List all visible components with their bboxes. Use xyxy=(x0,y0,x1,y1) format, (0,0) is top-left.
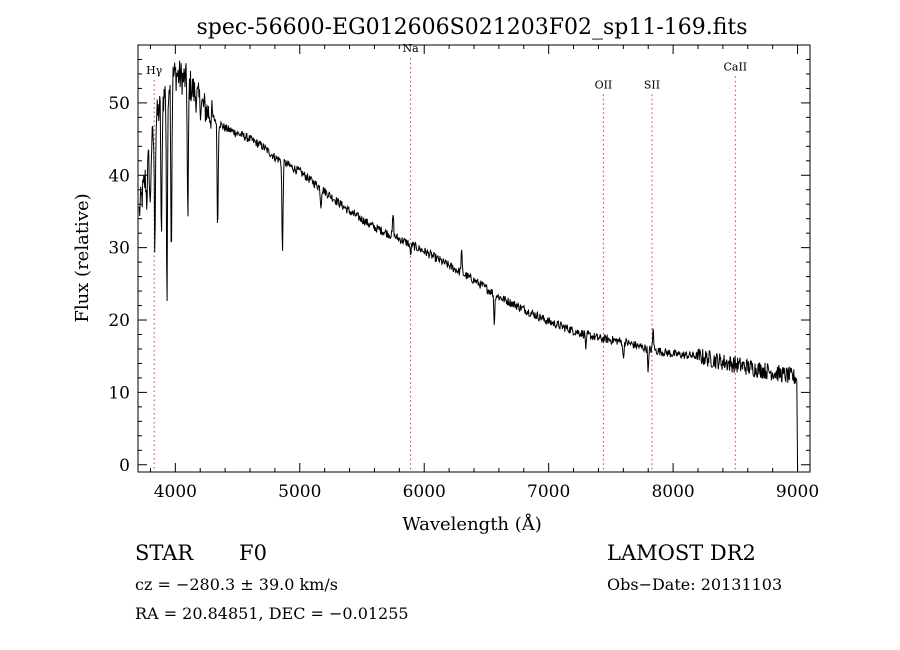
x-tick-label: 6000 xyxy=(403,482,446,502)
line-marker-label: Hγ xyxy=(146,64,163,77)
coordinates: RA = 20.84851, DEC = −0.01255 xyxy=(135,604,409,623)
y-tick-label: 50 xyxy=(108,94,130,114)
line-marker-label: Na xyxy=(402,42,419,55)
y-axis-title: Flux (relative) xyxy=(72,193,93,322)
object-class: STAR xyxy=(135,541,194,565)
x-tick-label: 4000 xyxy=(154,482,197,502)
x-tick-label: 8000 xyxy=(651,482,694,502)
object-subclass: F0 xyxy=(239,541,267,565)
line-marker-label: CaII xyxy=(723,60,747,73)
x-tick-label: 9000 xyxy=(776,482,819,502)
plot-frame xyxy=(137,44,811,473)
y-tick-label: 0 xyxy=(119,456,130,476)
spectrum-line xyxy=(138,60,799,473)
line-markers: Hγ Na OII SII CaII xyxy=(146,42,747,472)
x-tick-label: 7000 xyxy=(527,482,570,502)
line-marker-label: SII xyxy=(644,78,660,91)
chart-title: spec-56600-EG012606S021203F02_sp11-169.f… xyxy=(196,15,747,40)
x-axis: 4000 5000 6000 7000 8000 9000 xyxy=(149,45,819,502)
y-tick-label: 30 xyxy=(108,239,130,259)
line-marker-label: OII xyxy=(595,78,613,91)
x-tick-label: 5000 xyxy=(278,482,321,502)
y-axis: 0 10 20 30 40 50 xyxy=(108,58,810,476)
survey-name: LAMOST DR2 xyxy=(607,541,756,565)
redshift-info: cz = −280.3 ± 39.0 km/s xyxy=(135,575,338,594)
x-axis-title: Wavelength (Å) xyxy=(402,513,542,535)
y-tick-label: 40 xyxy=(108,166,130,186)
y-tick-label: 10 xyxy=(108,383,130,403)
y-tick-label: 20 xyxy=(108,311,130,331)
obs-date: Obs−Date: 20131103 xyxy=(607,575,783,594)
